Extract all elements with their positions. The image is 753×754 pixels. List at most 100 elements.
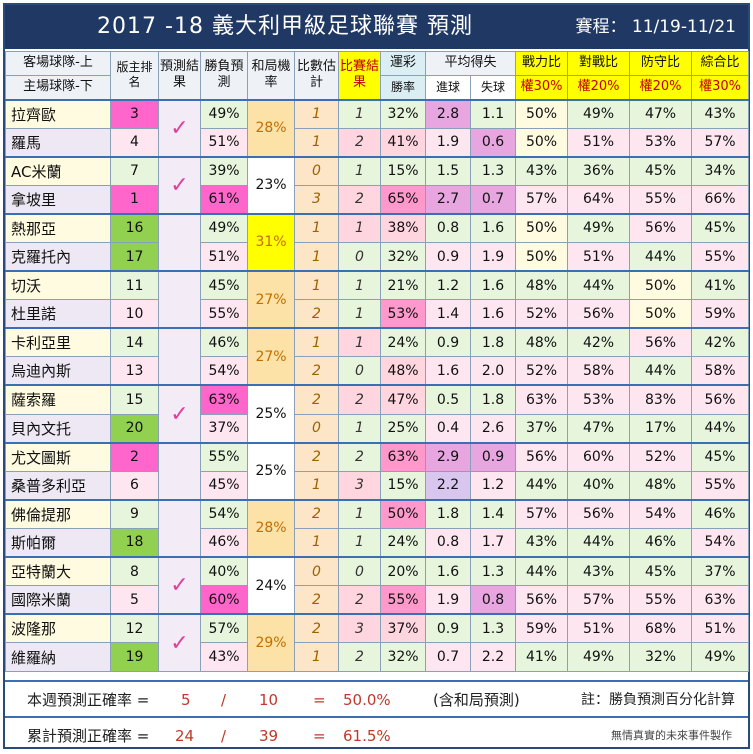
cumulative-eq: = xyxy=(313,727,326,745)
team-rank: 14 xyxy=(110,327,159,358)
winloss-prediction: 49% xyxy=(200,212,248,243)
cumulative-total: 39 xyxy=(259,727,279,745)
defense-ratio: 55% xyxy=(629,184,693,215)
goals-for: 0.8 xyxy=(425,212,471,243)
header-team-top: 客場球隊-上 xyxy=(5,51,111,76)
score-estimate: 0 xyxy=(294,413,339,444)
total-ratio: 66% xyxy=(691,184,750,215)
power-ratio: 63% xyxy=(515,384,569,415)
goals-for: 0.7 xyxy=(425,642,471,672)
lottery-win-rate: 47% xyxy=(380,384,426,415)
goals-for: 2.7 xyxy=(425,184,471,215)
h2h-ratio: 56% xyxy=(567,498,631,529)
table-row: 貝內文托 20 37% 0 1 25% 0.4 2.6 37% 47% 17% 44% xyxy=(5,413,750,444)
lottery-win-rate: 21% xyxy=(380,270,426,301)
total-ratio: 37% xyxy=(691,556,750,587)
power-ratio: 50% xyxy=(515,241,569,272)
defense-ratio: 52% xyxy=(629,441,693,472)
draw-probability: 29% xyxy=(247,613,295,672)
match-result: 1 xyxy=(338,98,381,129)
match-result: 2 xyxy=(338,642,381,672)
table-row: 切沃 11 45% 27% 1 1 21% 1.2 1.6 48% 44% 50% 41% xyxy=(5,270,750,329)
draw-probability: 28% xyxy=(247,98,295,158)
team-rank: 7 xyxy=(110,155,159,186)
match-result: 2 xyxy=(338,585,381,615)
team-rank: 17 xyxy=(110,241,159,272)
h2h-ratio: 44% xyxy=(567,270,631,301)
total-ratio: 41% xyxy=(691,270,750,301)
defense-ratio: 48% xyxy=(629,470,693,501)
draw-probability: 25% xyxy=(247,441,295,501)
prediction-check: ✓ xyxy=(158,613,201,672)
match-result: 0 xyxy=(338,356,381,386)
winloss-prediction: 46% xyxy=(200,527,248,558)
winloss-prediction: 45% xyxy=(200,470,248,501)
draw-probability: 28% xyxy=(247,498,295,558)
prediction-check: ✓ xyxy=(158,555,201,615)
total-ratio: 59% xyxy=(691,299,750,329)
score-estimate: 3 xyxy=(294,184,339,215)
goals-against: 1.7 xyxy=(469,527,517,558)
prediction-check: ✓ xyxy=(158,98,201,158)
defense-ratio: 83% xyxy=(629,384,693,415)
h2h-ratio: 58% xyxy=(567,356,631,386)
defense-ratio: 56% xyxy=(629,212,693,243)
goals-for: 0.4 xyxy=(425,413,471,444)
power-ratio: 37% xyxy=(515,413,569,444)
winloss-prediction: 39% xyxy=(200,155,248,186)
team-rank: 20 xyxy=(110,413,159,444)
total-ratio: 58% xyxy=(691,356,750,386)
total-ratio: 44% xyxy=(691,413,750,444)
weekly-correct: 5 xyxy=(181,691,191,709)
h2h-ratio: 49% xyxy=(567,212,631,243)
prediction-check xyxy=(158,441,201,501)
power-ratio: 50% xyxy=(515,212,569,243)
goals-against: 0.7 xyxy=(469,184,517,215)
table-row: 桑普多利亞 6 45% 1 3 15% 2.2 1.2 44% 40% 48% 55% xyxy=(5,470,750,501)
goals-against: 2.0 xyxy=(469,356,517,386)
header-power-weight: 權30% xyxy=(515,75,569,100)
table-row: 克羅托內 17 51% 1 0 32% 0.9 1.9 50% 51% 44% 55% xyxy=(5,241,750,272)
defense-ratio: 47% xyxy=(629,98,693,129)
table-row: 羅馬 4 51% 1 2 41% 1.9 0.6 50% 51% 53% 57% xyxy=(5,127,750,158)
winloss-prediction: 54% xyxy=(200,498,248,529)
winloss-prediction: 45% xyxy=(200,270,248,301)
score-estimate: 0 xyxy=(294,155,339,186)
goals-against: 1.2 xyxy=(469,470,517,501)
table-row: 尤文圖斯 2 55% 25% 2 2 63% 2.9 0.9 56% 60% 52% 45% xyxy=(5,441,750,501)
header-h2h: 對戰比 xyxy=(567,51,631,76)
defense-ratio: 45% xyxy=(629,155,693,186)
header-goals-for: 進球 xyxy=(425,75,471,100)
title-bar: 2017 -18 義大利甲級足球聯賽 預測 賽程： 11/19-11/21 xyxy=(5,5,748,49)
team-name: 薩索羅 xyxy=(5,384,111,415)
score-estimate: 1 xyxy=(294,212,339,243)
h2h-ratio: 51% xyxy=(567,127,631,158)
team-name: 佛倫提那 xyxy=(5,498,111,529)
score-estimate: 1 xyxy=(294,127,339,158)
team-rank: 8 xyxy=(110,556,159,587)
lottery-win-rate: 37% xyxy=(380,613,426,644)
match-result: 1 xyxy=(338,270,381,301)
total-ratio: 34% xyxy=(691,155,750,186)
score-estimate: 1 xyxy=(294,642,339,672)
total-ratio: 51% xyxy=(691,613,750,644)
h2h-ratio: 44% xyxy=(567,527,631,558)
goals-against: 1.8 xyxy=(469,327,517,358)
table-row: 拿坡里 1 61% 3 2 65% 2.7 0.7 57% 64% 55% 66% xyxy=(5,184,750,215)
power-ratio: 59% xyxy=(515,613,569,644)
defense-ratio: 55% xyxy=(629,585,693,615)
table-row: 國際米蘭 5 60% 2 2 55% 1.9 0.8 56% 57% 55% 63% xyxy=(5,585,750,615)
prediction-check: ✓ xyxy=(158,155,201,215)
defense-ratio: 56% xyxy=(629,327,693,358)
table-row: 維羅納 19 43% 1 2 32% 0.7 2.2 41% 49% 32% 49% xyxy=(5,642,750,672)
goals-against: 0.6 xyxy=(469,127,517,158)
h2h-ratio: 42% xyxy=(567,327,631,358)
header-total: 綜合比 xyxy=(691,51,750,76)
table-row: AC米蘭 7 ✓ 39% 23% 0 1 15% 1.5 1.3 43% 36% 45% 34% xyxy=(5,155,750,215)
h2h-ratio: 49% xyxy=(567,642,631,672)
table-row: 亞特蘭大 8 ✓ 40% 24% 0 0 20% 1.6 1.3 44% 43% 45% 37% xyxy=(5,555,750,615)
h2h-ratio: 47% xyxy=(567,413,631,444)
header-power: 戰力比 xyxy=(515,51,569,76)
total-ratio: 63% xyxy=(691,585,750,615)
team-rank: 10 xyxy=(110,299,159,329)
